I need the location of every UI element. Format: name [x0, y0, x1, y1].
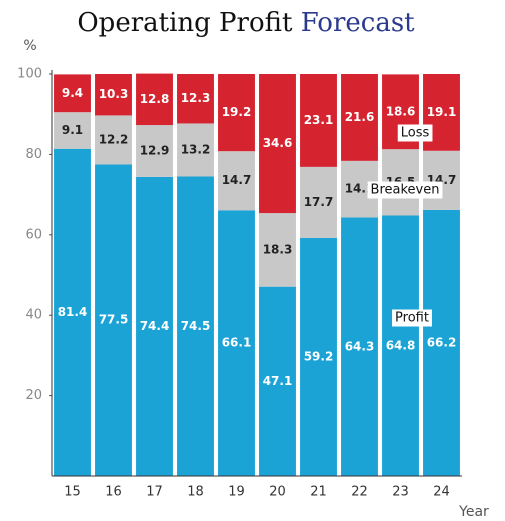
- bar-segment: [300, 74, 337, 167]
- data-label: 12.3: [181, 91, 211, 105]
- bar-segment: [218, 151, 255, 211]
- data-label: 64.8: [386, 338, 416, 352]
- x-tick-label: 23: [392, 485, 409, 500]
- x-tick-label: 15: [64, 485, 81, 500]
- data-label: 14.7: [222, 173, 252, 187]
- x-tick-label: 24: [433, 485, 450, 500]
- data-label: 47.1: [263, 374, 293, 388]
- data-label: 19.1: [427, 105, 457, 119]
- legend-label: Loss: [401, 126, 430, 141]
- data-label: 74.4: [140, 319, 170, 333]
- y-tick-label: 20: [25, 388, 42, 403]
- bar-segment: [95, 74, 132, 116]
- bar-segment: [423, 209, 460, 476]
- data-label: 12.2: [99, 132, 129, 146]
- bar-segment: [259, 286, 296, 476]
- bar-segment: [218, 74, 255, 152]
- data-label: 19.2: [222, 105, 252, 119]
- title-part: Forecast: [301, 8, 415, 38]
- y-tick-label: 80: [25, 147, 42, 162]
- data-label: 77.5: [99, 313, 129, 327]
- bar-segment: [341, 217, 378, 476]
- bar-segment: [382, 215, 419, 476]
- y-tick-label: 40: [25, 308, 42, 323]
- data-label: 12.9: [140, 143, 170, 157]
- data-label: 21.6: [345, 110, 375, 124]
- y-axis-label: %: [23, 38, 36, 54]
- x-tick-label: 21: [310, 485, 327, 500]
- bar-segment: [54, 74, 91, 113]
- legend-label: Breakeven: [371, 183, 440, 198]
- data-label: 9.1: [62, 123, 83, 137]
- bar-segment: [95, 164, 132, 476]
- bar-segment: [136, 73, 173, 126]
- data-label: 66.2: [427, 335, 457, 349]
- legend-box: [392, 309, 432, 327]
- data-label: 13.2: [181, 142, 211, 156]
- bar-segment: [177, 176, 214, 476]
- data-label: 18.3: [263, 242, 293, 256]
- data-label: 17.7: [304, 195, 334, 209]
- data-label: 34.6: [263, 136, 293, 150]
- bar-segment: [54, 112, 91, 149]
- data-label: 74.5: [181, 319, 211, 333]
- x-tick-label: 17: [146, 485, 163, 500]
- y-tick-label: 100: [17, 67, 42, 82]
- data-label: 18.6: [386, 104, 416, 118]
- data-label: 64.3: [345, 339, 375, 353]
- data-label: 10.3: [99, 87, 129, 101]
- data-label: 14.1: [345, 182, 375, 196]
- bar-segment: [54, 148, 91, 476]
- bar-segment: [136, 176, 173, 477]
- x-tick-label: 20: [269, 485, 286, 500]
- data-label: 9.4: [62, 86, 83, 100]
- x-tick-label: 22: [351, 485, 368, 500]
- bar-segment: [300, 166, 337, 239]
- data-label: 66.1: [222, 336, 252, 350]
- bar-segment: [177, 74, 214, 124]
- data-label: 59.2: [304, 350, 334, 364]
- bar-segment: [300, 238, 337, 476]
- x-axis-label: Year: [458, 504, 489, 520]
- bar-segment: [136, 125, 173, 177]
- bar-segment: [423, 150, 460, 210]
- legend-box: [397, 124, 433, 142]
- bar-segment: [341, 74, 378, 161]
- bar-segment: [259, 74, 296, 214]
- data-label: 23.1: [304, 113, 334, 127]
- bar-segment: [95, 115, 132, 165]
- x-tick-label: 16: [105, 485, 122, 500]
- y-tick-label: 60: [25, 227, 42, 242]
- legend-box: [367, 181, 443, 199]
- chart-title: Operating Profit Forecast: [77, 8, 415, 38]
- title-part: Operating Profit: [77, 8, 293, 38]
- data-label: 81.4: [58, 305, 88, 319]
- data-label: 12.8: [140, 92, 170, 106]
- legend-label: Profit: [395, 311, 429, 326]
- bar-segment: [218, 210, 255, 476]
- bar-segment: [259, 213, 296, 287]
- x-tick-label: 18: [187, 485, 204, 500]
- bar-segment: [177, 123, 214, 177]
- x-tick-label: 19: [228, 485, 245, 500]
